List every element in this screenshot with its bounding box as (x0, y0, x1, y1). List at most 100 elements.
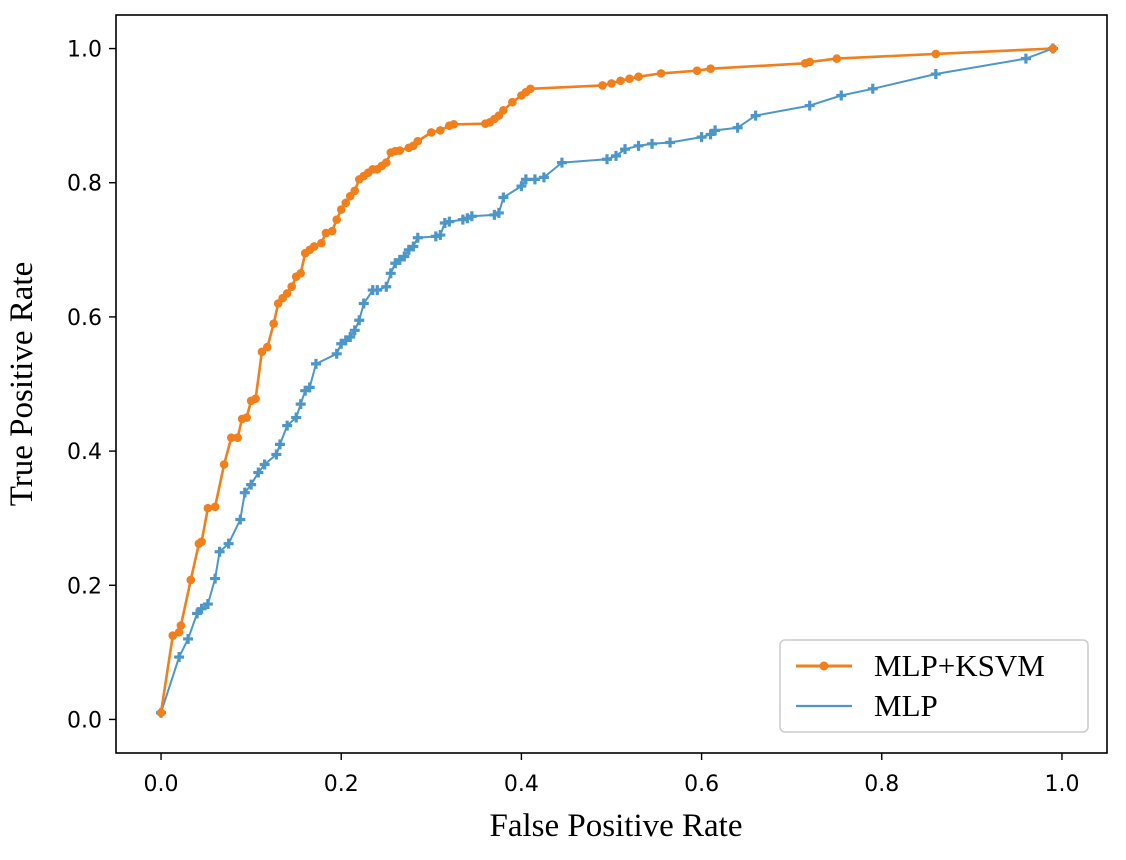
x-axis-label: False Positive Rate (490, 808, 743, 844)
legend-label-mlp: MLP (874, 688, 938, 723)
data-point-mlp-ksvm (656, 69, 666, 78)
data-point-mlp (633, 140, 644, 151)
plot-area (115, 14, 1108, 754)
data-point-mlp-ksvm (219, 460, 229, 469)
legend: MLP+KSVM MLP (779, 639, 1089, 733)
data-point-mlp-ksvm (233, 433, 242, 442)
data-point-mlp-ksvm (692, 66, 702, 75)
data-point-mlp (295, 399, 306, 410)
data-point-mlp (620, 144, 631, 155)
data-point-mlp-ksvm (227, 433, 236, 442)
data-point-mlp-ksvm (508, 97, 517, 107)
data-point-mlp (412, 232, 423, 243)
data-point-mlp (804, 100, 815, 111)
data-point-mlp-ksvm (156, 708, 166, 718)
data-point-mlp-ksvm (251, 394, 260, 404)
data-point-mlp-ksvm (449, 120, 459, 129)
data-point-mlp (259, 459, 270, 470)
data-point-mlp (246, 479, 257, 490)
data-point-mlp-ksvm (336, 205, 346, 214)
data-point-mlp (516, 181, 527, 192)
legend-box (779, 639, 1089, 733)
data-point-mlp-ksvm (381, 158, 391, 167)
data-point-mlp-ksvm (282, 289, 292, 298)
data-point-mlp (520, 174, 531, 185)
data-point-mlp (239, 487, 250, 498)
legend-label-mlp-ksvm: MLP+KSVM (874, 648, 1045, 683)
data-point-mlp (408, 241, 419, 252)
y-axis-ticks: 0.0 0.2 0.4 0.6 0.8 1.0 (67, 38, 116, 733)
data-point-mlp-ksvm (413, 136, 423, 146)
x-tick-label: 0.0 (144, 772, 179, 797)
data-point-mlp (235, 514, 246, 525)
data-point-mlp (354, 315, 365, 326)
data-point-mlp (710, 125, 721, 136)
data-point-mlp (183, 633, 194, 644)
data-point-mlp (665, 137, 676, 148)
data-point-mlp (274, 439, 285, 450)
y-tick-label: 0.8 (67, 172, 102, 197)
data-point-mlp-ksvm (168, 631, 178, 640)
data-point-mlp-ksvm (616, 76, 625, 86)
data-point-mlp (381, 281, 392, 292)
data-point-mlp-ksvm (296, 269, 305, 278)
data-point-mlp (556, 157, 567, 168)
data-point-mlp-ksvm (174, 627, 184, 637)
data-point-mlp (529, 174, 540, 185)
data-point-mlp (750, 110, 761, 121)
data-point-mlp (930, 69, 941, 80)
data-point-mlp (345, 332, 356, 343)
data-point-mlp-ksvm (598, 81, 607, 90)
data-point-mlp-ksvm (263, 342, 272, 352)
data-point-mlp-ksvm (197, 537, 206, 546)
data-point-mlp-ksvm (176, 621, 186, 630)
data-point-mlp-ksvm (203, 503, 213, 513)
data-point-mlp-ksvm (427, 128, 436, 137)
data-point-mlp (210, 573, 221, 584)
x-axis-ticks: 0.0 0.2 0.4 0.6 0.8 1.0 (144, 753, 1079, 797)
data-point-mlp (444, 216, 455, 227)
x-tick-label: 1.0 (1044, 772, 1079, 797)
data-point-mlp (291, 412, 302, 423)
axes-frame (115, 14, 1108, 754)
data-point-mlp (174, 652, 185, 663)
data-point-mlp-ksvm (634, 72, 643, 82)
data-point-mlp (349, 325, 360, 336)
data-point-mlp (435, 230, 446, 241)
data-point-mlp (466, 211, 477, 222)
data-point-mlp-ksvm (395, 146, 405, 155)
data-point-mlp (867, 83, 878, 94)
x-tick-label: 0.6 (684, 772, 719, 797)
data-point-mlp-ksvm (350, 186, 360, 196)
x-tick-label: 0.2 (324, 772, 359, 797)
data-point-mlp-ksvm (607, 79, 616, 88)
data-point-mlp (253, 467, 264, 478)
data-point-mlp (304, 382, 315, 393)
data-point-mlp (214, 546, 225, 557)
legend-marker-mlp-ksvm (819, 661, 829, 671)
y-axis-label: True Positive Rate (4, 262, 40, 506)
x-tick-label: 0.8 (864, 772, 899, 797)
y-tick-label: 0.6 (67, 306, 102, 331)
data-point-mlp-ksvm (805, 57, 814, 67)
y-tick-label: 0.4 (67, 440, 102, 465)
data-point-mlp (538, 172, 549, 183)
data-point-mlp-ksvm (210, 502, 220, 512)
data-point-mlp (399, 251, 410, 262)
y-tick-label: 0.0 (67, 708, 102, 733)
data-point-mlp-ksvm (526, 84, 535, 94)
data-point-mlp-ksvm (332, 215, 342, 224)
data-point-mlp-ksvm (317, 238, 326, 248)
data-point-mlp-ksvm (186, 575, 196, 585)
data-point-mlp (601, 154, 612, 165)
data-point-mlp (202, 599, 213, 610)
data-point-mlp-ksvm (269, 319, 278, 328)
data-point-mlp-ksvm (436, 126, 445, 135)
data-point-mlp-ksvm (1048, 44, 1058, 53)
data-point-mlp (696, 132, 707, 143)
data-point-mlp (271, 449, 282, 460)
data-point-mlp (732, 122, 743, 133)
data-point-mlp-ksvm (499, 105, 508, 115)
data-point-mlp (196, 603, 207, 614)
